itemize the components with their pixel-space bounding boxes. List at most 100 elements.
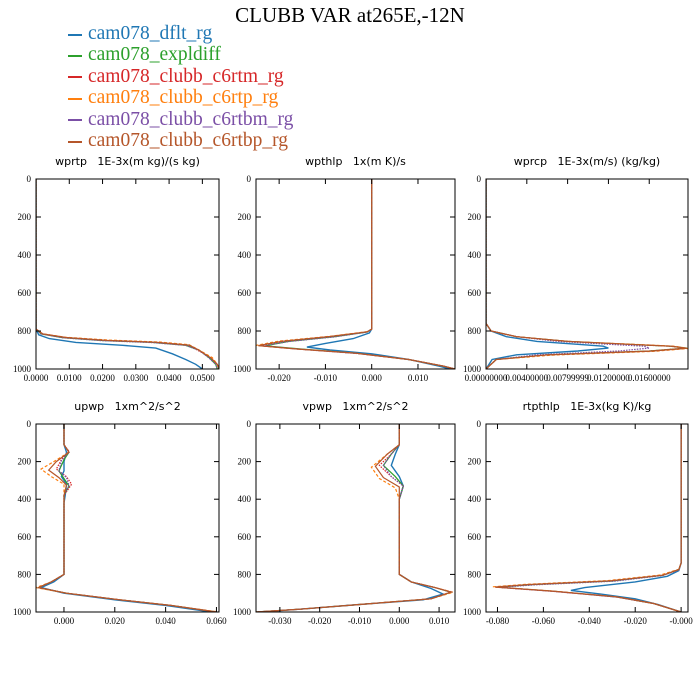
y-tick-label: 800 xyxy=(238,569,252,579)
page-title: CLUBB VAR at265E,-12N xyxy=(235,3,465,27)
series-line xyxy=(486,179,688,369)
x-tick-label: -0.060 xyxy=(532,616,556,626)
chart-panel: vpwp 1xm^2/s^2 0 200 400 600 800 1000 -0.030 -0.… xyxy=(233,400,456,626)
y-tick-label: 400 xyxy=(18,250,32,260)
legend-item: cam078_clubb_c6rtp_rg xyxy=(68,87,293,108)
series-line xyxy=(256,424,455,612)
y-tick-label: 600 xyxy=(238,532,252,542)
chart-title: vpwp 1xm^2/s^2 xyxy=(302,400,408,413)
y-tick-label: 200 xyxy=(18,457,32,467)
x-tick-label: 0.010 xyxy=(408,373,429,383)
y-tick-label: 600 xyxy=(468,532,482,542)
y-tick-label: 1000 xyxy=(13,607,32,617)
legend-item: cam078_clubb_c6rtm_rg xyxy=(68,66,293,87)
y-tick-label: 400 xyxy=(238,494,252,504)
series-line xyxy=(306,179,451,369)
x-tick-label: 0.00400000 xyxy=(505,373,548,383)
x-tick-label: 0.00799999 xyxy=(546,373,589,383)
x-tick-label: 0.01200000 xyxy=(587,373,630,383)
series-line xyxy=(259,424,446,612)
series-line xyxy=(499,424,682,612)
series-line xyxy=(486,179,687,369)
x-tick-label: 0.010 xyxy=(429,616,450,626)
legend-swatch xyxy=(68,140,82,143)
x-tick-label: -0.030 xyxy=(268,616,292,626)
x-tick-label: 0.0200 xyxy=(90,373,115,383)
legend-swatch xyxy=(68,76,82,79)
chart-panel: wpthlp 1x(m K)/s 0 200 400 600 800 1000 -0.020 -… xyxy=(233,155,456,383)
y-tick-label: 800 xyxy=(18,326,32,336)
series-line xyxy=(486,179,688,369)
x-tick-label: 0.040 xyxy=(156,616,177,626)
series-line xyxy=(570,424,682,612)
x-tick-label: 0.0300 xyxy=(123,373,148,383)
y-tick-label: 0 xyxy=(477,419,482,429)
x-tick-label: 0.0500 xyxy=(190,373,215,383)
legend-swatch xyxy=(68,54,82,57)
series-line xyxy=(36,424,217,612)
series-line xyxy=(256,424,454,612)
x-tick-label: 0.000 xyxy=(54,616,75,626)
y-tick-label: 1000 xyxy=(463,607,482,617)
y-tick-label: 200 xyxy=(238,212,252,222)
x-tick-label: 0.01600000 xyxy=(628,373,671,383)
y-tick-label: 600 xyxy=(18,532,32,542)
chart-panel: wprcp 1E-3x(m/s) (kg/kg) 0 200 400 600 800 100… xyxy=(463,155,689,383)
series-line xyxy=(38,424,212,612)
y-tick-label: 200 xyxy=(238,457,252,467)
y-tick-label: 400 xyxy=(18,494,32,504)
x-tick-label: -0.020 xyxy=(624,616,648,626)
x-tick-label: 0.000 xyxy=(362,373,383,383)
series-line xyxy=(486,179,609,369)
y-tick-label: 200 xyxy=(468,457,482,467)
x-tick-label: -0.010 xyxy=(348,616,372,626)
legend-swatch xyxy=(68,119,82,122)
y-tick-label: 1000 xyxy=(463,364,482,374)
x-tick-label: 0.0400 xyxy=(157,373,182,383)
y-tick-label: 0 xyxy=(27,174,32,184)
series-line xyxy=(36,424,217,612)
y-tick-label: 800 xyxy=(238,326,252,336)
plot-frame xyxy=(35,423,220,613)
legend-label: cam078_expldiff xyxy=(88,44,221,66)
legend-swatch xyxy=(68,33,82,36)
chart-panel: upwp 1xm^2/s^2 0 200 400 600 800 1000 0.000 0.02… xyxy=(13,400,227,626)
series-line xyxy=(36,179,219,369)
series-line xyxy=(492,424,682,612)
chart-panel: rtpthlp 1E-3x(kg K)/kg02004006008001000-… xyxy=(463,400,693,626)
legend-label: cam078_clubb_c6rtbm_rg xyxy=(88,108,294,130)
legend-label: cam078_dflt_rg xyxy=(88,23,213,44)
series-line xyxy=(36,424,217,612)
legend-item: cam078_clubb_c6rtbp_rg xyxy=(68,130,293,151)
chart-title: rtpthlp 1E-3x(kg K)/kg xyxy=(523,400,652,413)
y-tick-label: 800 xyxy=(468,569,482,579)
legend-item: cam078_clubb_c6rtbm_rg xyxy=(68,109,293,130)
y-tick-label: 0 xyxy=(247,174,252,184)
y-tick-label: 1000 xyxy=(13,364,32,374)
series-line xyxy=(36,179,203,369)
y-tick-label: 600 xyxy=(238,288,252,298)
y-tick-label: 0 xyxy=(27,419,32,429)
legend-item: cam078_dflt_rg xyxy=(68,23,293,44)
x-tick-label: -0.000 xyxy=(669,616,693,626)
series-line xyxy=(36,424,217,612)
legend-label: cam078_clubb_c6rtm_rg xyxy=(88,65,284,87)
y-tick-label: 200 xyxy=(468,212,482,222)
plot-frame xyxy=(255,178,456,370)
y-tick-label: 600 xyxy=(468,288,482,298)
chart-title: wpthlp 1x(m K)/s xyxy=(305,155,406,168)
x-tick-label: 0.0000 xyxy=(24,373,49,383)
plot-frame xyxy=(255,423,456,613)
plot-frame xyxy=(35,178,220,370)
x-tick-label: -0.020 xyxy=(268,373,292,383)
legend: cam078_dflt_rg cam078_expldiff cam078_club… xyxy=(68,23,293,151)
x-tick-label: 0.00000000 xyxy=(465,373,508,383)
chart-title: wprtp 1E-3x(m kg)/(s kg) xyxy=(55,155,200,168)
plot-frame xyxy=(485,178,689,370)
x-tick-label: 0.000 xyxy=(389,616,410,626)
x-tick-label: -0.020 xyxy=(308,616,332,626)
y-tick-label: 200 xyxy=(18,212,32,222)
chart-panel: wprtp 1E-3x(m kg)/(s kg) 0 200 400 600 800 100… xyxy=(13,155,220,383)
series-line xyxy=(258,179,455,369)
x-tick-label: -0.010 xyxy=(314,373,338,383)
